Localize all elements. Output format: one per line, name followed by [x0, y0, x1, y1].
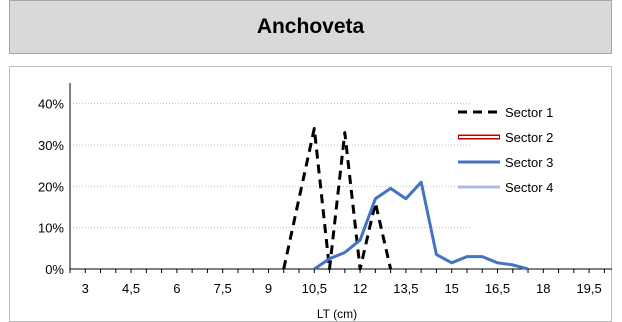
series-line-3	[313, 180, 529, 271]
legend-label: Sector 3	[505, 155, 553, 170]
legend-label: Sector 2	[505, 130, 553, 145]
y-tick-label: 0%	[45, 262, 64, 277]
x-axis-title: LT (cm)	[317, 307, 357, 321]
x-tick-label: 6	[173, 281, 180, 296]
y-tick-label: 30%	[38, 138, 64, 153]
x-tick-label: 19,5	[576, 281, 601, 296]
x-tick-label: 7,5	[214, 281, 232, 296]
legend-label: Sector 4	[505, 180, 553, 195]
x-tick-label: 10,5	[302, 281, 327, 296]
x-tick-label: 18	[536, 281, 550, 296]
chart-title-bar: Anchoveta	[9, 0, 612, 54]
series-line-1	[282, 127, 393, 271]
y-tick-label: 10%	[38, 221, 64, 236]
legend-label: Sector 1	[505, 105, 553, 120]
x-tick-label: 13,5	[393, 281, 418, 296]
y-tick-label: 40%	[38, 97, 64, 112]
x-tick-label: 3	[82, 281, 89, 296]
x-tick-label: 9	[265, 281, 272, 296]
y-tick-label: 20%	[38, 179, 64, 194]
x-tick-label: 4,5	[122, 281, 140, 296]
x-tick-label: 16,5	[485, 281, 510, 296]
x-tick-label: 12	[353, 281, 367, 296]
chart-title: Anchoveta	[256, 15, 365, 38]
x-tick-label: 15	[444, 281, 458, 296]
